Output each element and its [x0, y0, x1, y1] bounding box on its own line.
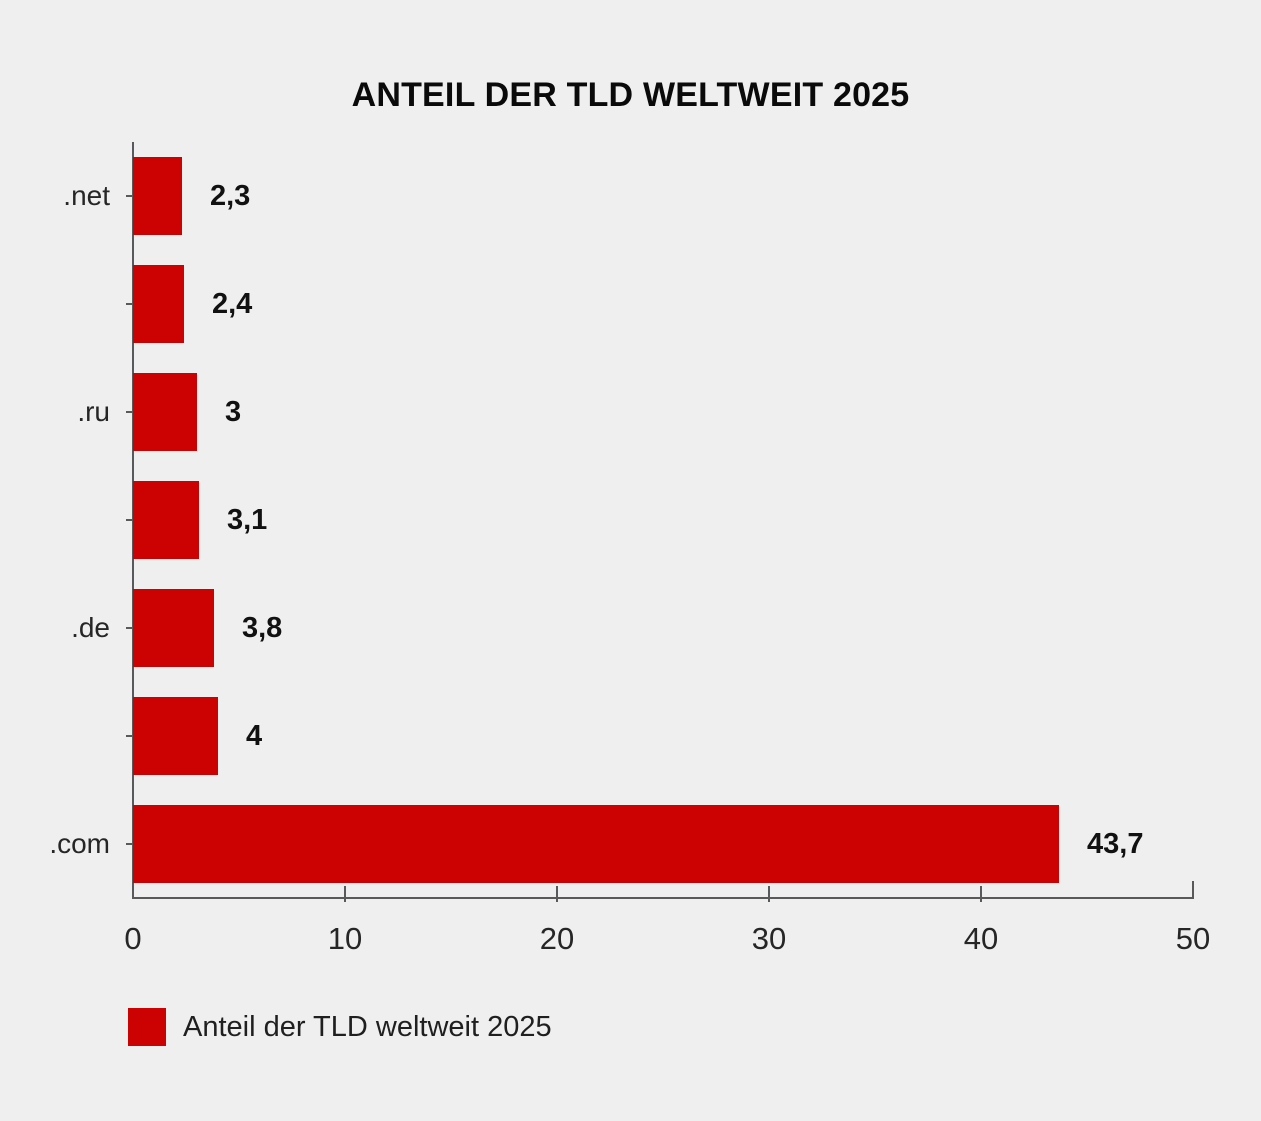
bar — [133, 805, 1059, 883]
y-tick — [126, 519, 133, 521]
bar — [133, 481, 199, 559]
value-label: 3,8 — [242, 612, 283, 644]
value-label: 3 — [225, 396, 242, 428]
x-tick-label: 0 — [124, 921, 142, 956]
x-tick — [980, 886, 982, 902]
bar — [133, 697, 218, 775]
y-tick — [126, 627, 133, 629]
value-label: 4 — [246, 720, 263, 752]
x-tick — [768, 886, 770, 902]
x-tick-label: 40 — [963, 921, 999, 956]
chart-title: ANTEIL DER TLD WELTWEIT 2025 — [351, 76, 910, 114]
category-label: .de — [71, 612, 110, 643]
x-axis-line — [132, 897, 1194, 899]
legend-label: Anteil der TLD weltweit 2025 — [183, 1011, 552, 1043]
category-label: .net — [63, 180, 110, 211]
value-label: 2,4 — [212, 288, 253, 320]
category-label: .com — [49, 828, 110, 859]
value-label: 3,1 — [227, 504, 268, 536]
bar — [133, 157, 182, 235]
x-tick-label: 50 — [1175, 921, 1211, 956]
y-tick — [126, 843, 133, 845]
x-tick — [344, 886, 346, 902]
y-tick — [126, 195, 133, 197]
bar — [133, 589, 214, 667]
value-label: 2,3 — [210, 180, 251, 212]
legend-swatch — [128, 1008, 166, 1046]
bar — [133, 373, 197, 451]
y-tick — [126, 411, 133, 413]
y-tick — [126, 735, 133, 737]
x-tick-label: 20 — [539, 921, 575, 956]
legend: Anteil der TLD weltweit 2025 — [128, 1008, 552, 1046]
value-label: 43,7 — [1087, 828, 1144, 860]
x-tick — [1192, 881, 1194, 898]
bar — [133, 265, 184, 343]
x-tick-label: 30 — [751, 921, 787, 956]
x-tick — [556, 886, 558, 902]
x-tick-label: 10 — [327, 921, 363, 956]
category-label: .ru — [77, 396, 110, 427]
y-tick — [126, 303, 133, 305]
